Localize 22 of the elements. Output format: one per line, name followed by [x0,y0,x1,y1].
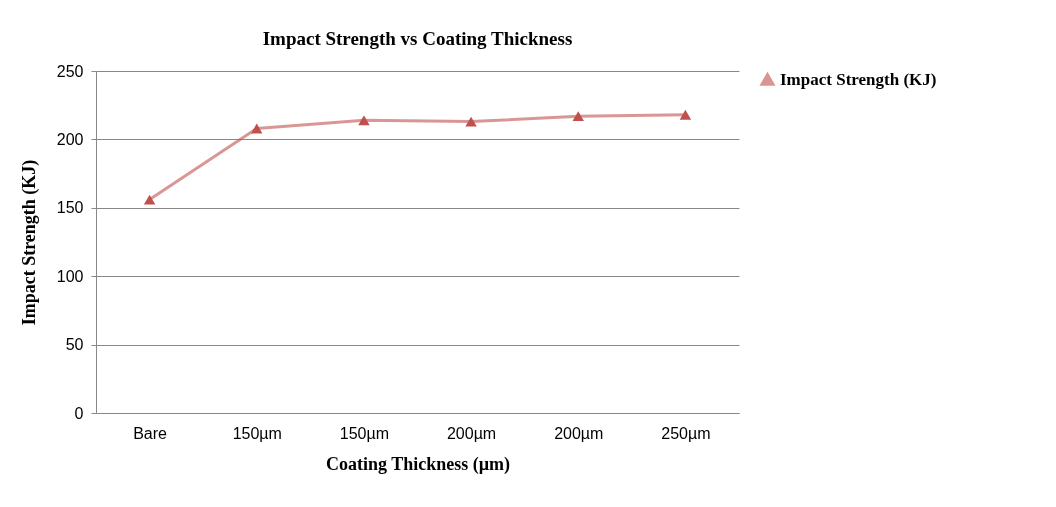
x-tick-label: 250µm [661,424,711,442]
y-axis-title: Impact Strength (KJ) [18,159,40,326]
point [251,123,263,134]
x-tick-label: 150µm [232,424,282,442]
legend-label: Impact Strength (KJ) [780,69,937,89]
x-tick-label: 200µm [446,424,497,442]
point [465,116,477,127]
chart-title: Impact Strength vs Coating Thickness [262,28,573,49]
y-tick-label: 100 [56,267,84,285]
point [358,115,370,126]
point [679,109,692,120]
x-tick-label: Bare [133,424,168,442]
y-tick-label: 150 [56,199,84,217]
x-axis-title: Coating Thickness (µm) [325,453,511,475]
point [572,111,584,122]
y-tick-label: 0 [74,404,84,422]
y-tick-label: 50 [65,336,84,354]
point [143,194,156,205]
x-tick-label: 150µm [339,424,390,442]
x-tick-label: 200µm [554,424,604,442]
y-tick-label: 250 [56,62,84,80]
y-tick-label: 200 [56,130,84,148]
